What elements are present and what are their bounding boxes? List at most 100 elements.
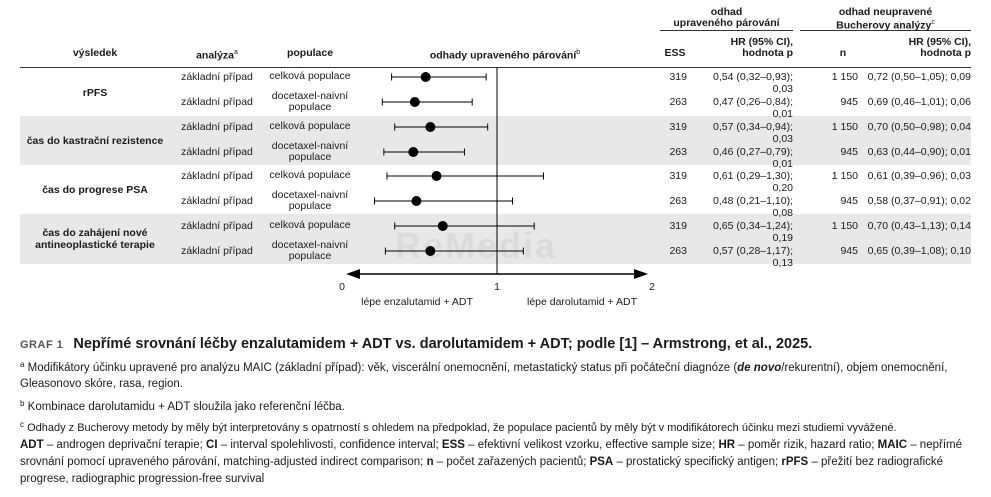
outcome-label-psa: čas do progrese PSA — [42, 184, 148, 196]
header-ess: ESS — [664, 47, 686, 59]
hr-bucher-cell: 0,61 (0,39–0,96); 0,03 — [867, 170, 971, 182]
forest-plot: 0 1 2 — [339, 67, 655, 293]
group1-rule — [660, 30, 793, 31]
n-cell: 945 — [840, 245, 858, 257]
hr-point — [431, 171, 442, 181]
hr-point — [420, 72, 431, 82]
header-population: populace — [286, 47, 334, 59]
band-therapy — [20, 214, 971, 264]
n-cell: 945 — [840, 96, 858, 108]
population-cell: docetaxel-naivní populace — [271, 239, 349, 262]
abbreviation-definition: – interval spolehlivosti, confidence int… — [217, 439, 442, 451]
abbreviation-term: MAIC — [877, 439, 908, 451]
band-rpfs — [20, 68, 971, 116]
hr-bucher-cell: 0,69 (0,46–1,01); 0,06 — [867, 96, 971, 108]
abbreviation-term: ADT — [20, 439, 44, 451]
population-cell: celková populace — [269, 169, 351, 181]
axis-tick-label: 2 — [649, 281, 655, 293]
abbreviation-definition: – prostatický specifický antigen; — [613, 456, 782, 468]
hr-matched-cell: 0,54 (0,32–0,93); 0,03 — [713, 71, 793, 95]
note-b: b Kombinace darolutamidu + ADT sloužila … — [20, 399, 345, 413]
header-group1-line1: odhad — [710, 6, 743, 18]
hr-matched-cell: 0,61 (0,29–1,30); 0,20 — [713, 170, 793, 194]
ess-cell: 319 — [669, 71, 687, 83]
ess-cell: 263 — [669, 96, 687, 108]
n-cell: 1 150 — [831, 170, 858, 182]
n-cell: 1 150 — [831, 220, 858, 232]
header-group2-line1: odhad neupravené — [838, 6, 933, 18]
figure-caption: GRAF 1 Nepřímé srovnání léčby enzalutamid… — [20, 335, 812, 354]
abbreviation-definition: – přežití bez radiografické progrese, ra… — [20, 456, 944, 485]
n-cell: 945 — [840, 195, 858, 207]
analysis-cell: základní případ — [181, 170, 253, 182]
outcome-label-castration: čas do kastrační rezistence — [26, 135, 164, 147]
analysis-cell: základní případ — [181, 121, 253, 133]
hr-point — [425, 246, 436, 256]
ess-cell: 263 — [669, 245, 687, 257]
caption-label: GRAF 1 — [20, 339, 64, 351]
n-cell: 1 150 — [831, 71, 858, 83]
axis-left-label: lépe enzalutamid + ADT — [361, 296, 473, 308]
abbreviation-term: ESS — [441, 439, 465, 451]
analysis-cell: základní případ — [181, 96, 253, 108]
n-cell: 945 — [840, 146, 858, 158]
abbreviation-term: PSA — [589, 456, 614, 468]
header-n: n — [839, 47, 847, 59]
abbreviation-definition: – nepřímé srovnání pomocí upraveného pár… — [20, 439, 962, 468]
abbreviations: ADT – androgen deprivační terapie; CI – … — [20, 437, 982, 488]
analysis-cell: základní případ — [181, 245, 253, 257]
axis-right-label: lépe darolutamid + ADT — [526, 296, 638, 308]
hr-bucher-cell: 0,58 (0,37–0,91); 0,02 — [867, 195, 971, 207]
note-c: c Odhady z Bucherovy metody by měly být … — [20, 420, 897, 434]
hr-bucher-cell: 0,70 (0,43–1,13); 0,14 — [867, 220, 971, 232]
hr-bucher-cell: 0,63 (0,44–0,90); 0,01 — [867, 146, 971, 158]
hr-point — [411, 196, 422, 206]
note-a: a Modifikátory účinku upravené pro analý… — [20, 360, 948, 390]
population-cell: docetaxel-naivní populace — [271, 90, 349, 113]
header-top-rule — [20, 67, 971, 68]
abbreviation-definition: – androgen deprivační terapie; — [43, 439, 207, 451]
hr-matched-cell: 0,46 (0,27–0,79); 0,01 — [713, 146, 793, 170]
hr-matched-cell: 0,57 (0,28–1,17); 0,13 — [713, 245, 793, 269]
axis-tick-label: 0 — [339, 281, 345, 293]
hr-bucher-cell: 0,65 (0,39–1,08); 0,10 — [867, 245, 971, 257]
population-cell: celková populace — [269, 219, 351, 231]
abbreviation-definition: – poměr rizik, hazard ratio; — [735, 439, 878, 451]
population-cell: docetaxel-naivní populace — [271, 189, 349, 212]
header-hr1-line2: hodnota p — [742, 47, 793, 59]
ess-cell: 263 — [669, 195, 687, 207]
analysis-cell: základní případ — [181, 220, 253, 232]
header-hr2-line1: HR (95% CI), — [908, 36, 971, 48]
band-castration — [20, 116, 971, 165]
ess-cell: 263 — [669, 146, 687, 158]
header-group2-line2: Bucherovy analýzyc — [836, 19, 935, 32]
watermark-text: ReMedia — [395, 225, 558, 266]
ess-cell: 319 — [669, 170, 687, 182]
population-cell: celková populace — [269, 120, 351, 132]
header-analysis: analýzaa — [196, 49, 238, 62]
header-hr2-line2: hodnota p — [920, 47, 971, 59]
axis-tick-label: 1 — [494, 281, 500, 293]
hr-point — [408, 147, 419, 157]
hr-point — [409, 97, 420, 107]
header-group1-line2: upraveného párování — [673, 17, 780, 29]
hr-matched-cell: 0,65 (0,34–1,24); 0,19 — [713, 220, 793, 244]
header-outcome: výsledek — [72, 47, 118, 59]
abbreviation-term: HR — [718, 439, 736, 451]
abbreviation-term: n — [426, 456, 434, 468]
ess-cell: 319 — [669, 121, 687, 133]
outcome-label-rpfs: rPFS — [82, 87, 108, 99]
hr-matched-cell: 0,57 (0,34–0,94); 0,03 — [713, 121, 793, 145]
ess-cell: 319 — [669, 220, 687, 232]
axis-arrow-right — [634, 269, 648, 279]
group2-rule — [800, 30, 971, 31]
abbreviation-definition: – efektivní velikost vzorku, effective s… — [464, 439, 719, 451]
band-psa — [20, 165, 971, 214]
hr-bucher-cell: 0,72 (0,50–1,05); 0,09 — [867, 71, 971, 83]
header-estimates: odhady upraveného párováníb — [429, 49, 581, 62]
header-hr1-line1: HR (95% CI), — [730, 36, 793, 48]
abbreviation-term: CI — [206, 439, 218, 451]
analysis-cell: základní případ — [181, 195, 253, 207]
axis-arrow-left — [346, 269, 360, 279]
hr-bucher-cell: 0,70 (0,50–0,98); 0,04 — [867, 121, 971, 133]
